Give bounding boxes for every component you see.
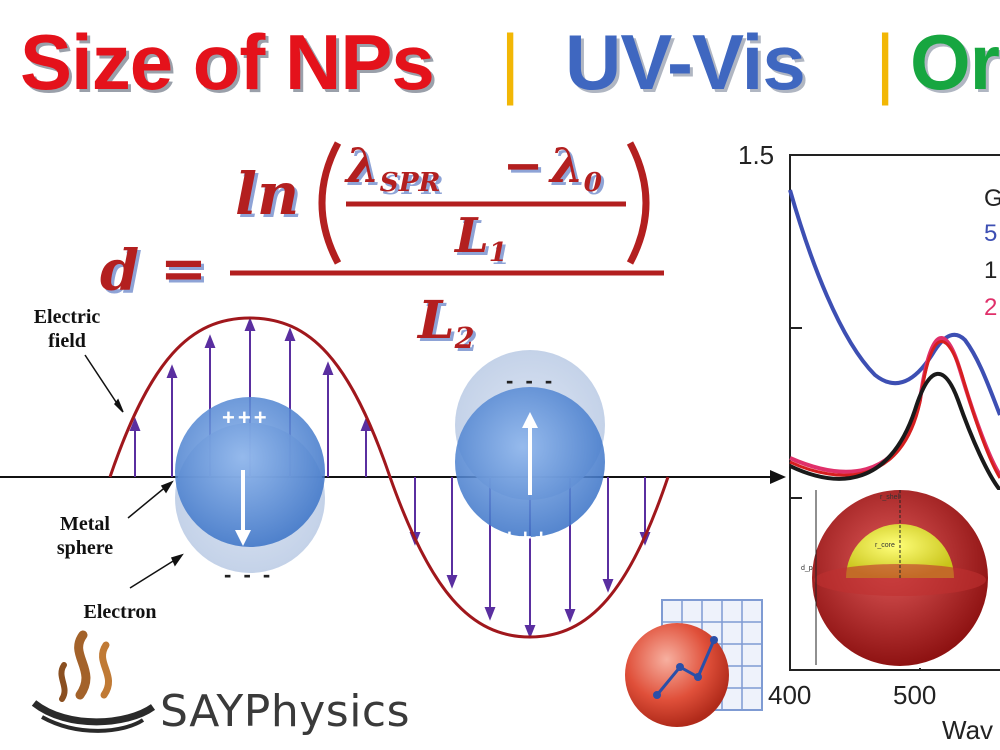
metal-sphere-label: Metal sphere (56, 513, 114, 559)
title-separator-2: | (875, 18, 895, 106)
negative-charge-1: - - - (224, 562, 274, 587)
formula-ln: ln (235, 160, 300, 228)
series-blue-curve (788, 189, 1000, 416)
uv-vis-spectrum-plot (788, 154, 1000, 671)
title-banner: Size of NPs | UV-Vis | Or (0, 0, 1000, 125)
formula-main-fraction-bar (230, 270, 664, 276)
title-separator-1: | (500, 18, 520, 106)
plasmon-diagram (0, 316, 786, 639)
inset-label-shell: r_shell (880, 494, 901, 501)
brand-name: SAYPhysics (160, 686, 411, 737)
title-uv-vis: UV-Vis (565, 18, 806, 106)
electric-field-label: Electric field (33, 306, 101, 352)
formula-minus: − (503, 138, 544, 194)
formula-d: d (100, 238, 140, 304)
legend-entry-4: 2 (984, 294, 998, 321)
label-pointers (84, 354, 184, 589)
formula-equals: = (160, 236, 207, 302)
formula-parentheses (318, 141, 650, 265)
x-tick-500: 500 (893, 680, 937, 710)
sayphysics-logo-icon (31, 630, 156, 733)
title-or: Or (910, 18, 1000, 106)
x-tick-400: 400 (768, 680, 812, 710)
x-axis-title: Wav (942, 715, 994, 745)
positive-charge-2: +++ (503, 525, 551, 550)
positive-charge-1: +++ (222, 405, 270, 430)
y-tick-1-5: 1.5 (738, 140, 775, 170)
legend-entry-3: 1 (984, 257, 998, 284)
axis-arrowhead (770, 470, 786, 484)
series-red-curve (789, 340, 1000, 479)
inset-label-diameter: d_p (801, 565, 813, 572)
electron-label: Electron (83, 601, 157, 623)
formula-lambda-0: λ0 (550, 138, 603, 199)
formula-l2: L2 (418, 290, 475, 355)
legend-entry-1: G (984, 185, 1000, 212)
legend-entry-2: 5 (984, 220, 998, 247)
formula-lambda-spr: λSPR (346, 138, 441, 199)
chart-app-icon (625, 599, 763, 727)
plot-frame (789, 154, 1000, 671)
series-black-curve (789, 371, 1000, 492)
metal-sphere-1 (175, 397, 325, 547)
negative-charge-2: - - - (506, 368, 556, 393)
inset-label-core: r_core (875, 542, 895, 549)
title-size-of-nps: Size of NPs (20, 18, 435, 106)
formula-l1: L1 (455, 208, 508, 269)
electric-field-wave (108, 316, 670, 639)
